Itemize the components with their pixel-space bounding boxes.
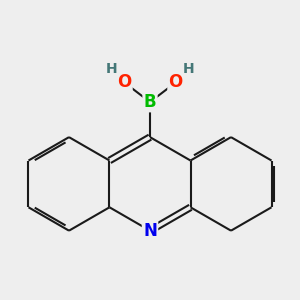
Text: O: O xyxy=(169,74,183,92)
Text: H: H xyxy=(105,62,117,76)
Text: O: O xyxy=(117,74,131,92)
Text: B: B xyxy=(144,93,156,111)
Text: N: N xyxy=(143,222,157,240)
Text: H: H xyxy=(183,62,195,76)
